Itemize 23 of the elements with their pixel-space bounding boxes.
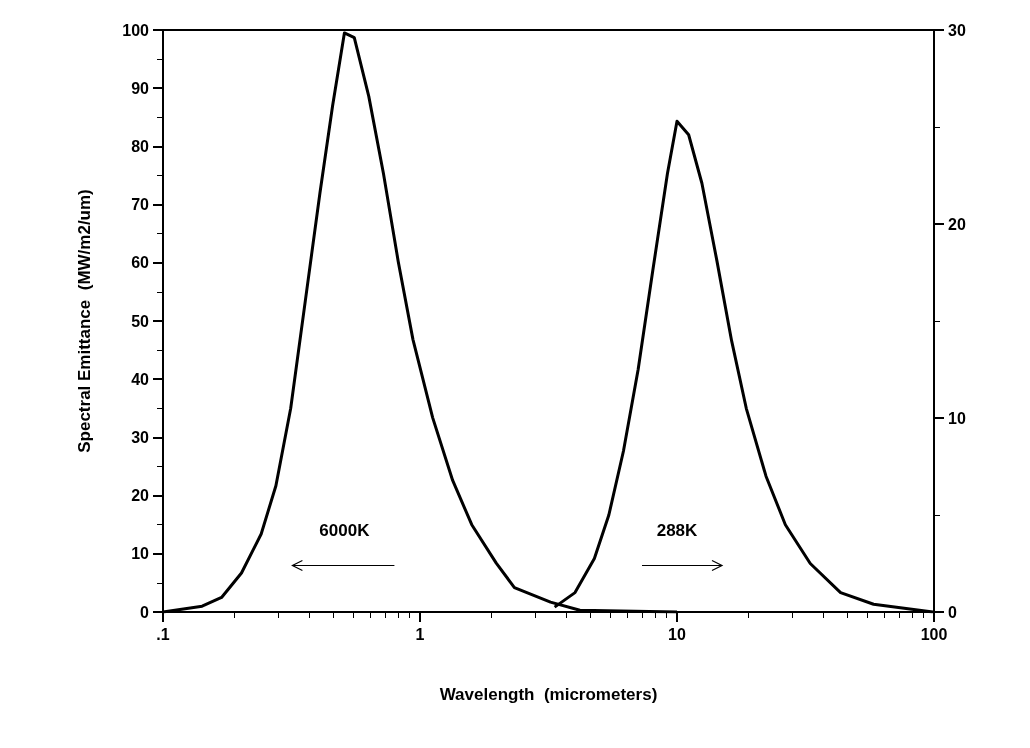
- y-tick-label: 30: [131, 428, 150, 446]
- x-tick-label: 100: [920, 625, 948, 643]
- y-tick-label: 0: [140, 603, 150, 621]
- annotation: 288K: [656, 521, 699, 541]
- y-tick-label: 100: [122, 21, 150, 39]
- y-tick-label: 60: [131, 254, 150, 272]
- y-axis-title: Spectral Emittance (MW/m2/um): [75, 189, 94, 453]
- y-tick-label: 20: [131, 487, 150, 505]
- x-axis-title: Wavelength (micrometers): [439, 685, 658, 704]
- x-tick-label: 10: [668, 625, 686, 643]
- y2-tick-label: 10: [948, 409, 966, 427]
- y2-tick-label: 30: [948, 21, 966, 39]
- x-tick-label: .1: [156, 625, 170, 643]
- y-tick-label: 80: [131, 137, 150, 155]
- y2-tick-label: 0: [948, 603, 957, 621]
- y-tick-label: 90: [131, 79, 150, 97]
- y-tick-label: 50: [131, 312, 150, 330]
- y-tick-label: 10: [131, 545, 150, 563]
- annotation: 6000K: [319, 521, 371, 541]
- y2-tick-label: 20: [948, 215, 966, 233]
- y-tick-label: 70: [131, 196, 150, 214]
- x-tick-label: 1: [415, 625, 425, 643]
- y-tick-label: 40: [131, 370, 150, 388]
